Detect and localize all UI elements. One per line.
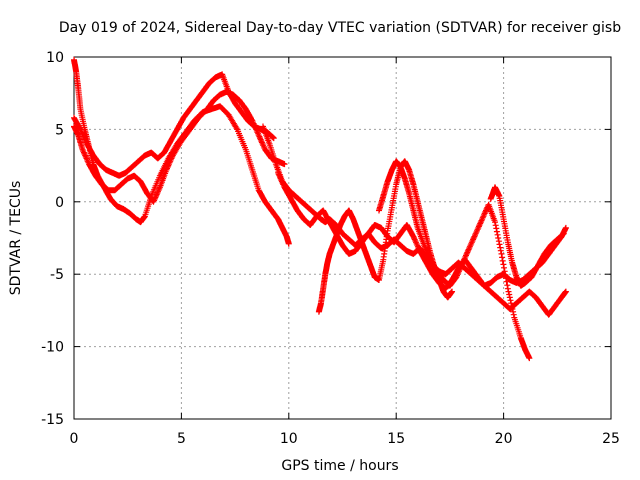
series-track-d: [260, 123, 569, 289]
series-track-h: [487, 184, 567, 289]
y-tick-labels: 10 5 0 -5 -10 -15: [41, 50, 64, 428]
series-markers: [71, 88, 288, 205]
y-tick-label: -10: [41, 340, 64, 356]
y-tick-label: 0: [55, 195, 64, 211]
x-tick-label: 20: [495, 431, 513, 447]
grid-lines: [74, 57, 611, 419]
y-tick-label: -5: [50, 267, 64, 283]
y-tick-label: 5: [55, 122, 64, 138]
series-markers: [260, 123, 569, 289]
x-tick-labels: 0 5 10 15 20 25: [70, 431, 620, 447]
plot-frame: [73, 56, 612, 420]
series-markers: [376, 158, 533, 362]
x-tick-label: 5: [177, 431, 186, 447]
series-markers: [71, 71, 277, 179]
x-tick-label: 15: [387, 431, 405, 447]
chart-title: Day 019 of 2024, Sidereal Day-to-day VTE…: [59, 20, 621, 36]
y-axis-label: SDTVAR / TECUs: [8, 181, 24, 296]
series-markers: [487, 184, 567, 289]
axis-ticks: [73, 56, 612, 420]
y-tick-label: -15: [41, 412, 64, 428]
x-tick-label: 0: [70, 431, 79, 447]
series-track-g: [376, 158, 533, 362]
series-track-b: [71, 88, 288, 205]
y-tick-label: 10: [46, 50, 64, 66]
x-tick-label: 25: [602, 431, 620, 447]
series-track-c: [71, 71, 277, 179]
data-series: [71, 56, 569, 362]
x-axis-label: GPS time / hours: [281, 458, 398, 474]
x-tick-label: 10: [280, 431, 298, 447]
